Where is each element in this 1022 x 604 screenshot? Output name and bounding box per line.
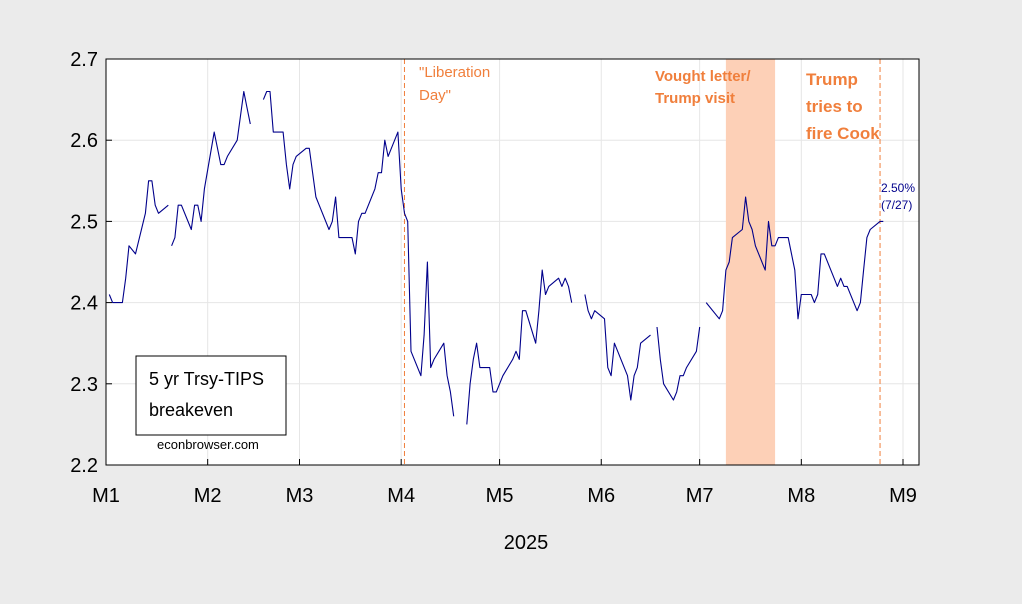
y-tick-label: 2.3 xyxy=(70,374,98,396)
plot-frame xyxy=(105,58,920,466)
annotations: "Liberation Day" Vought letter/Trump visit… xyxy=(419,64,915,212)
series-line xyxy=(466,269,573,425)
series-line xyxy=(656,326,701,401)
annotation-text: Trump xyxy=(806,70,858,89)
annotation-text: "Liberation xyxy=(419,64,490,81)
x-tick-label: M3 xyxy=(286,485,314,507)
x-tick-label: M2 xyxy=(194,485,222,507)
series-line xyxy=(705,196,884,320)
x-tick-label: M6 xyxy=(587,485,615,507)
annotation-text: fire Cook xyxy=(806,124,880,143)
gridlines xyxy=(105,58,919,466)
shaded-regions xyxy=(725,59,776,465)
x-tick-label: M7 xyxy=(686,485,714,507)
series-line xyxy=(584,294,651,401)
x-axis-label: 2025 xyxy=(504,532,549,554)
legend-line-1: 5 yr Trsy-TIPS xyxy=(149,369,264,389)
y-tick-label: 2.6 xyxy=(70,130,98,152)
x-tick-label: M8 xyxy=(787,485,815,507)
series-line xyxy=(108,180,169,304)
y-tick-label: 2.2 xyxy=(70,455,98,477)
y-tick-label: 2.4 xyxy=(70,293,98,315)
series-lines xyxy=(108,90,884,425)
series-line xyxy=(262,90,455,417)
shaded-region xyxy=(725,59,776,465)
annotation-text: tries to xyxy=(806,97,863,116)
x-tick-label: M1 xyxy=(92,485,120,507)
annotation-text: Trump visit xyxy=(655,90,735,107)
legend-frame xyxy=(135,355,287,436)
y-axis: 2.2 2.3 2.4 2.5 2.6 2.7 xyxy=(70,49,112,477)
y-tick-label: 2.7 xyxy=(70,49,98,71)
legend-box: 5 yr Trsy-TIPS breakeven xyxy=(135,355,287,436)
x-tick-label: M9 xyxy=(889,485,917,507)
end-value-label: (7/27) xyxy=(881,198,912,212)
end-value-label: 2.50% xyxy=(881,181,915,195)
x-tick-label: M5 xyxy=(486,485,514,507)
series-line xyxy=(171,90,251,247)
y-tick-label: 2.5 xyxy=(70,211,98,233)
x-tick-label: M4 xyxy=(387,485,415,507)
x-axis: M1 M2 M3 M4 M5 M6 M7 M8 M9 xyxy=(92,459,917,507)
annotation-text: Vought letter/ xyxy=(655,68,751,85)
annotation-text: Day" xyxy=(419,87,451,104)
source-note: econbrowser.com xyxy=(157,437,259,452)
event-lines xyxy=(403,59,881,465)
legend-line-2: breakeven xyxy=(149,400,233,420)
